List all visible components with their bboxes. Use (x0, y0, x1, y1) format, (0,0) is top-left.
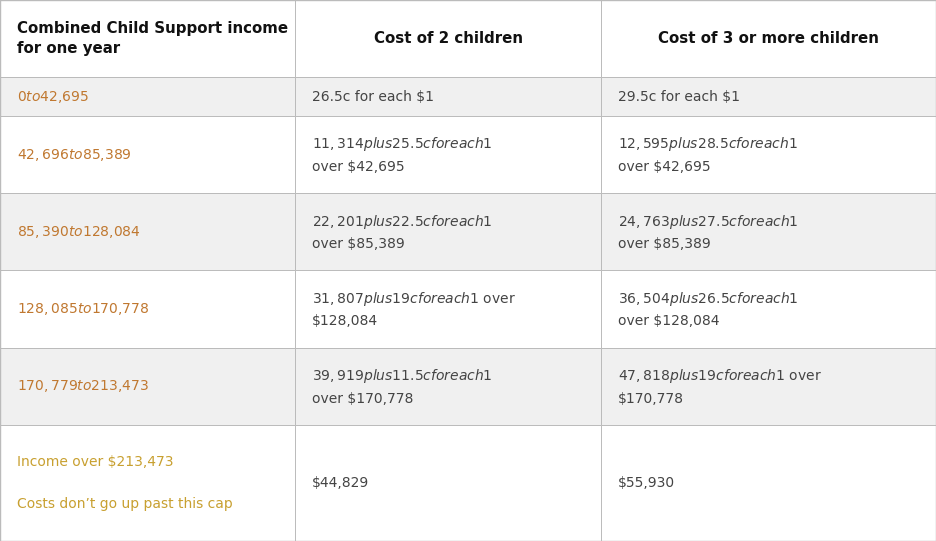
Text: Cost of 2 children: Cost of 2 children (373, 31, 522, 46)
Bar (295, 193, 601, 270)
Bar (295, 270, 601, 348)
Text: $39,919 plus 11.5c for each $1
over $170,778: $39,919 plus 11.5c for each $1 over $170… (312, 367, 492, 406)
Text: $12,595 plus 28.5c for each $1
over $42,695: $12,595 plus 28.5c for each $1 over $42,… (618, 135, 798, 174)
Bar (0, 270, 295, 348)
Bar (0, 193, 295, 270)
Bar (295, 116, 601, 193)
Bar (602, 425, 936, 541)
Text: $128,085 to $170,778: $128,085 to $170,778 (17, 301, 149, 317)
Text: $85,390 to $128,084: $85,390 to $128,084 (17, 224, 140, 240)
Text: $0 to $42,695: $0 to $42,695 (17, 89, 89, 104)
Bar (0, 116, 295, 193)
Text: Combined Child Support income
for one year: Combined Child Support income for one ye… (17, 21, 288, 56)
Bar (0, 425, 295, 541)
Text: $36,504 plus 26.5c for each $1
over $128,084: $36,504 plus 26.5c for each $1 over $128… (618, 290, 798, 328)
Text: Cost of 3 or more children: Cost of 3 or more children (658, 31, 879, 46)
Bar (602, 116, 936, 193)
Bar (0, 77, 295, 116)
Text: 26.5c for each $1: 26.5c for each $1 (312, 90, 433, 104)
Bar (0, 0, 295, 77)
Bar (0, 348, 295, 425)
Text: $11,314 plus 25.5c for each $1
over $42,695: $11,314 plus 25.5c for each $1 over $42,… (312, 135, 492, 174)
Text: $31,807 plus 19c for each $1 over
$128,084: $31,807 plus 19c for each $1 over $128,0… (312, 290, 516, 328)
Bar (295, 348, 601, 425)
Text: $55,930: $55,930 (618, 476, 676, 490)
Bar (602, 348, 936, 425)
Text: $170,779 to $213,473: $170,779 to $213,473 (17, 378, 149, 394)
Text: Income over $213,473

Costs don’t go up past this cap: Income over $213,473 Costs don’t go up p… (17, 456, 233, 511)
Text: $47,818 plus 19c for each $1 over
$170,778: $47,818 plus 19c for each $1 over $170,7… (618, 367, 822, 406)
Bar (602, 270, 936, 348)
Bar (295, 77, 601, 116)
Bar (602, 0, 936, 77)
Bar (295, 425, 601, 541)
Text: $24,763 plus 27.5c for each $1
over $85,389: $24,763 plus 27.5c for each $1 over $85,… (618, 213, 798, 251)
Text: $44,829: $44,829 (312, 476, 369, 490)
Bar (602, 193, 936, 270)
Bar (602, 77, 936, 116)
Text: 29.5c for each $1: 29.5c for each $1 (618, 90, 740, 104)
Text: $42,696 to $85,389: $42,696 to $85,389 (17, 147, 132, 163)
Bar (295, 0, 601, 77)
Text: $22,201 plus 22.5c for each $1
over $85,389: $22,201 plus 22.5c for each $1 over $85,… (312, 213, 492, 251)
